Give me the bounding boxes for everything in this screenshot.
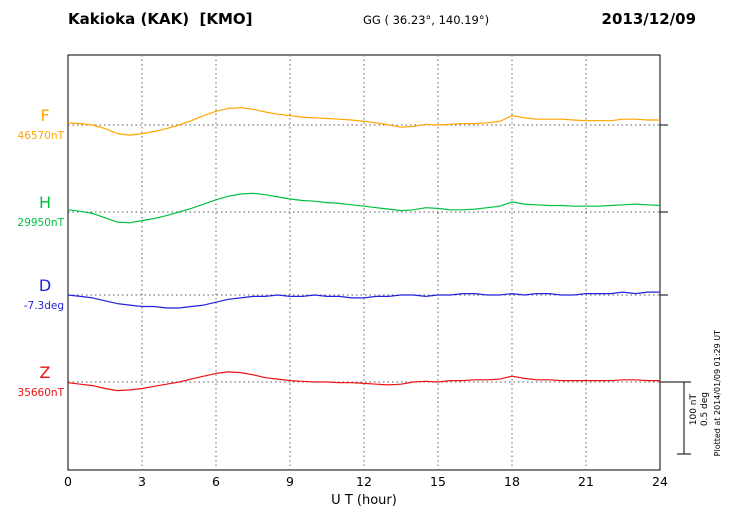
- trace-D: [67, 291, 660, 309]
- x-tick-label: 18: [504, 474, 520, 489]
- plotted-at-timestamp: Plotted at 2014/01/09 01:29 UT: [713, 330, 722, 457]
- station-title: Kakioka (KAK) [KMO]: [68, 10, 253, 28]
- series-label-H: H: [38, 193, 52, 212]
- x-axis-label: U T (hour): [331, 493, 397, 508]
- series-baseline-value-H: 29950nT: [17, 217, 64, 229]
- x-tick-label: 0: [64, 474, 72, 489]
- scale-bar-deg-label: 0.5 deg: [700, 392, 710, 427]
- trace-H: [67, 192, 661, 224]
- series-baseline-value-D: -7.3deg: [23, 300, 64, 312]
- x-tick-label: 12: [356, 474, 372, 489]
- scale-bar-nt-label: 100 nT: [689, 394, 699, 426]
- x-tick-label: 24: [652, 474, 668, 489]
- x-axis-ticks: 0 3 6 9 12 15 18 21 24: [0, 474, 730, 490]
- x-tick-label: 6: [212, 474, 220, 489]
- series-baseline-value-F: 46570nT: [17, 130, 64, 142]
- series-label-Z: Z: [39, 363, 51, 382]
- trace-F: [67, 107, 660, 136]
- x-tick-label: 15: [430, 474, 446, 489]
- observation-date: 2013/12/09: [601, 10, 696, 28]
- x-tick-label: 3: [138, 474, 146, 489]
- series-label-D: D: [38, 276, 52, 295]
- geographic-coordinates: GG ( 36.23°, 140.19°): [363, 13, 490, 27]
- trace-Z: [67, 371, 660, 392]
- x-tick-label: 9: [286, 474, 294, 489]
- series-label-F: F: [40, 106, 50, 125]
- x-tick-label: 21: [578, 474, 594, 489]
- series-labels: F 46570nT H 29950nT D -7.3deg Z 35660nT: [0, 0, 70, 520]
- series-baseline-value-Z: 35660nT: [17, 387, 64, 399]
